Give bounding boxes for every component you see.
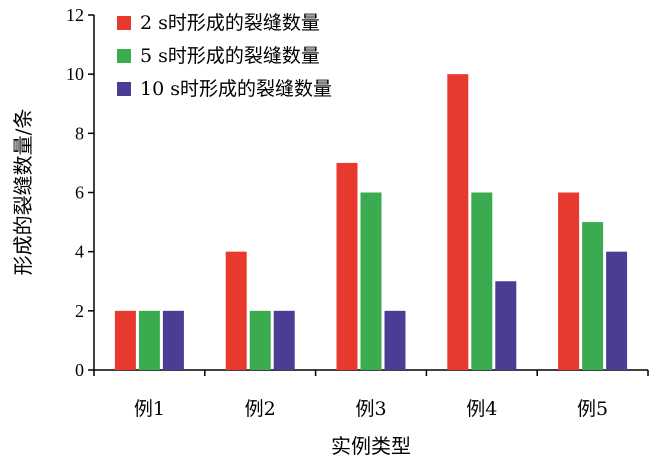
legend-label: 5 s时形成的裂缝数量 xyxy=(140,45,320,67)
bar-series3-例4 xyxy=(495,281,517,370)
bar-series1-例2 xyxy=(225,251,247,370)
y-tick-label: 0 xyxy=(75,360,84,380)
bar-series2-例2 xyxy=(249,310,271,370)
bar-series3-例1 xyxy=(162,310,184,370)
bar-series1-例4 xyxy=(447,74,469,371)
bar-series1-例3 xyxy=(336,162,358,370)
y-axis: 0 2 4 6 8 10 12 xyxy=(66,5,95,380)
legend-label: 2 s时形成的裂缝数量 xyxy=(140,12,320,34)
bar-series1-例5 xyxy=(558,192,580,370)
y-axis-title: 形成的裂缝数量/条 xyxy=(11,109,35,276)
x-axis-title: 实例类型 xyxy=(331,434,411,458)
bar-series3-例3 xyxy=(384,310,406,370)
x-tick-label: 例4 xyxy=(466,398,497,420)
bar-series2-例4 xyxy=(471,192,493,370)
x-axis: 例1 例2 例3 例4 例5 xyxy=(93,369,649,420)
y-tick-label: 2 xyxy=(75,301,84,321)
legend-swatch xyxy=(117,16,131,30)
x-tick-label: 例1 xyxy=(134,398,165,420)
bar-series2-例1 xyxy=(138,310,160,370)
bar-series2-例5 xyxy=(582,222,604,370)
x-tick-label: 例5 xyxy=(577,398,608,420)
legend-label: 10 s时形成的裂缝数量 xyxy=(140,78,332,100)
x-tick-label: 例2 xyxy=(245,398,276,420)
legend-swatch xyxy=(117,49,131,63)
bars xyxy=(114,74,628,371)
y-tick-label: 10 xyxy=(66,64,84,84)
y-tick-label: 8 xyxy=(75,123,84,143)
bar-series2-例3 xyxy=(360,192,382,370)
bar-series1-例1 xyxy=(114,310,136,370)
bar-series3-例2 xyxy=(273,310,295,370)
x-tick-label: 例3 xyxy=(355,398,386,420)
bar-series3-例5 xyxy=(606,251,628,370)
y-tick-label: 4 xyxy=(75,242,84,262)
legend: 2 s时形成的裂缝数量 5 s时形成的裂缝数量 10 s时形成的裂缝数量 xyxy=(117,12,332,100)
y-tick-label: 6 xyxy=(75,183,84,203)
y-tick-label: 12 xyxy=(66,5,84,25)
legend-swatch xyxy=(117,82,131,96)
